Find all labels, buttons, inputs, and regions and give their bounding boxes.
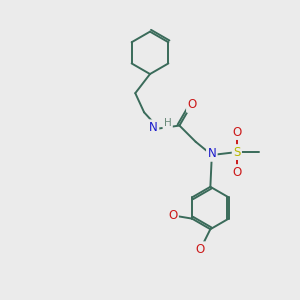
Text: O: O [188, 98, 197, 111]
Text: O: O [168, 209, 178, 222]
Text: N: N [208, 147, 216, 160]
Text: N: N [149, 121, 158, 134]
Text: H: H [164, 118, 172, 128]
Text: O: O [232, 125, 242, 139]
Text: S: S [233, 146, 241, 159]
Text: O: O [232, 166, 242, 178]
Text: O: O [195, 243, 205, 256]
